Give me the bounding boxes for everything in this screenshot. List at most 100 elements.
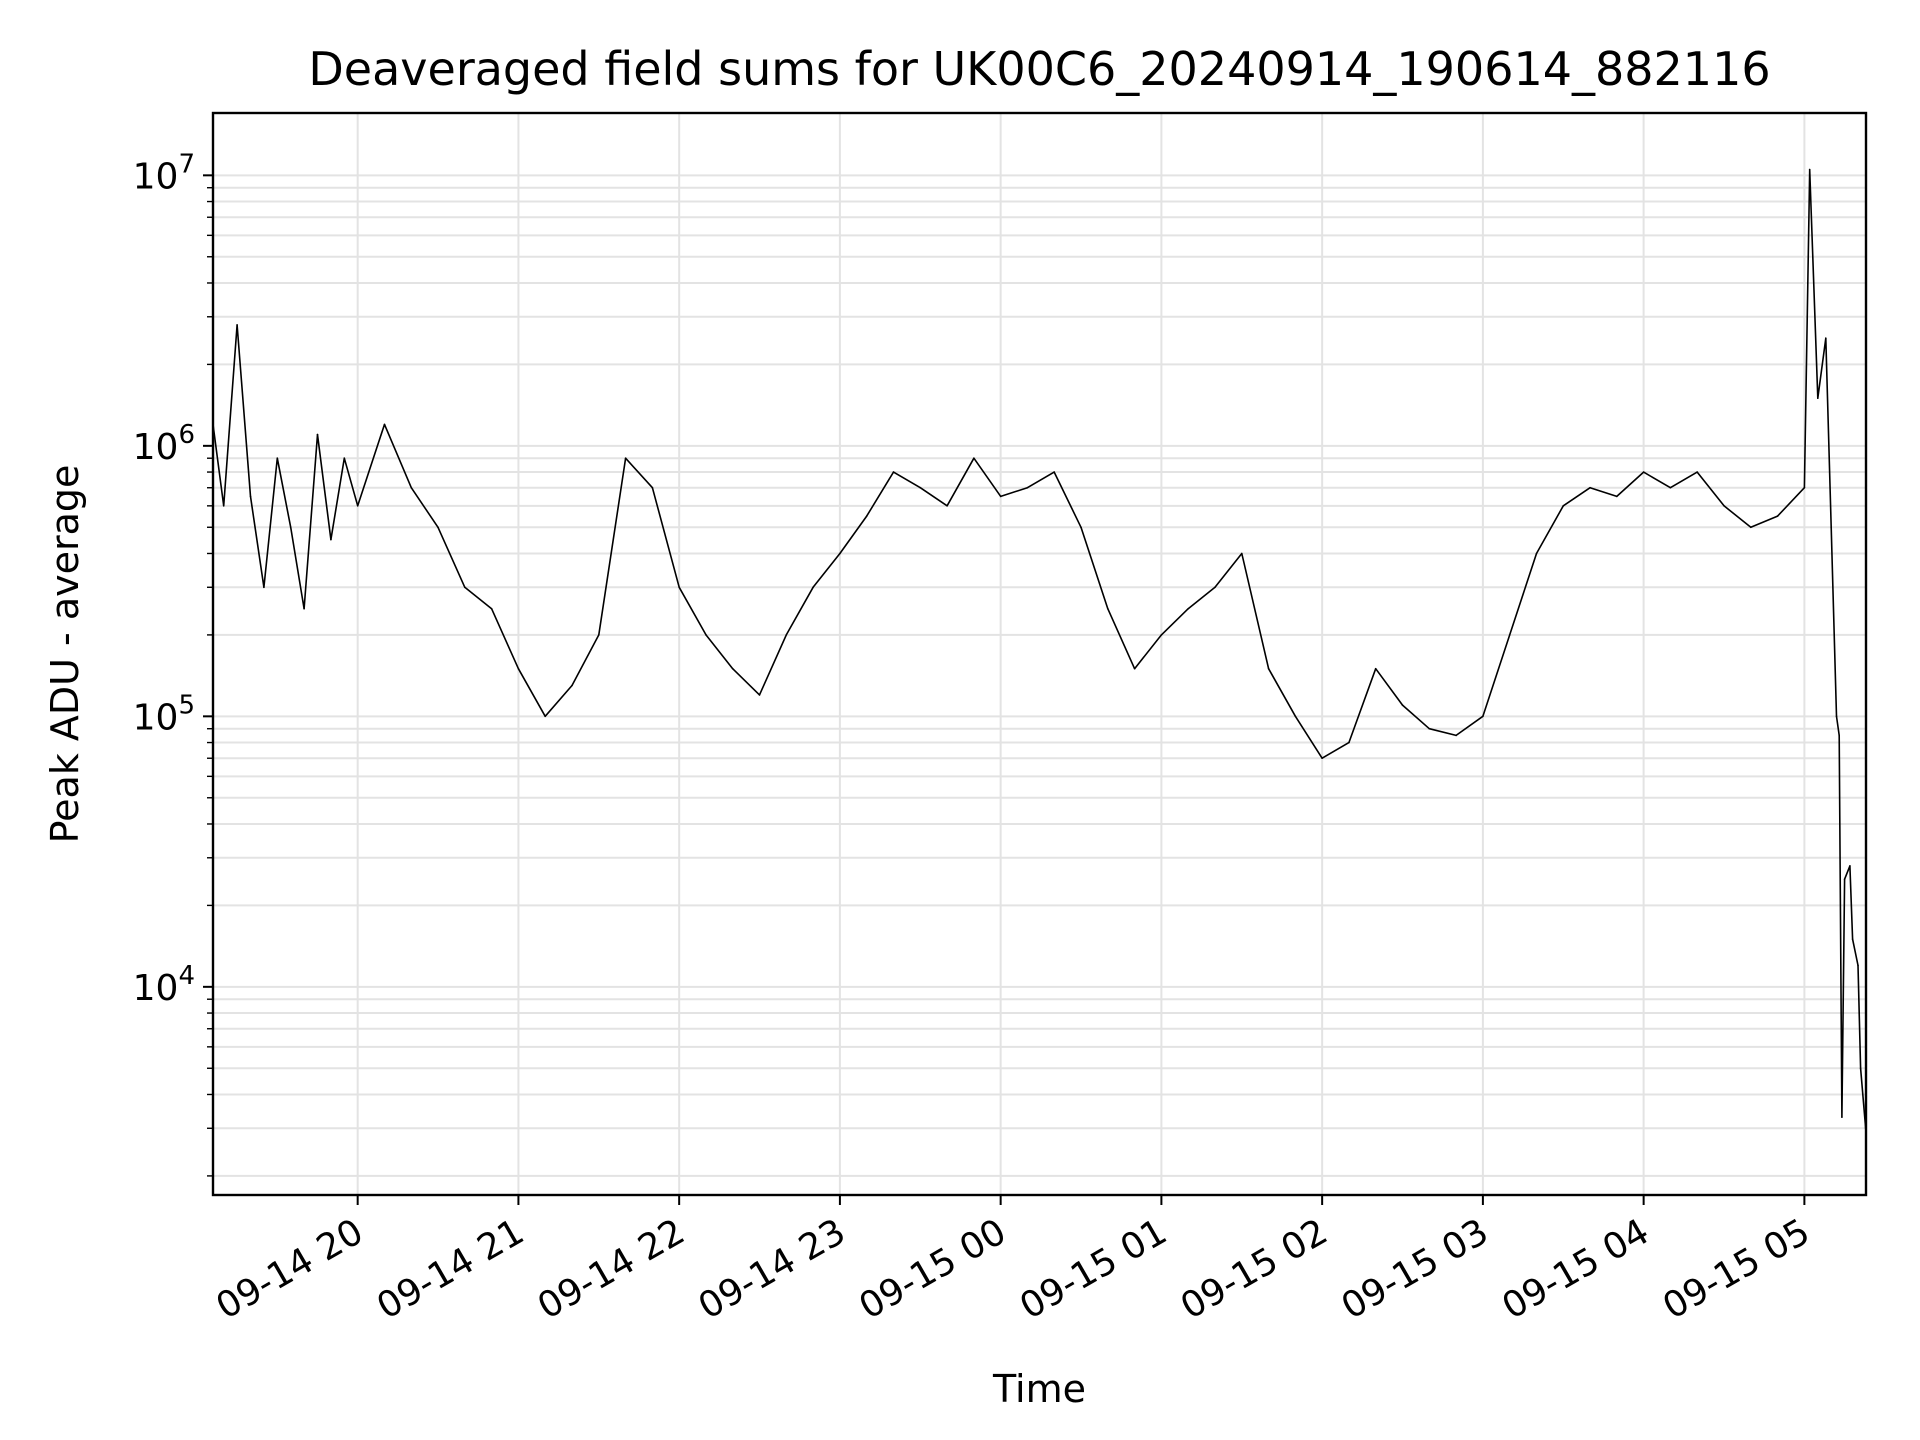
x-axis: 09-14 20 09-14 21 09-14 22 09-14 23 09-15 00… xyxy=(209,1195,1817,1328)
y-tick-label: 107 xyxy=(133,149,195,197)
data-point xyxy=(1508,634,1511,636)
x-axis-label: Time xyxy=(992,1367,1086,1411)
y-tick-label: 106 xyxy=(133,420,195,468)
data-point xyxy=(316,433,319,436)
x-tick-label: 09-14 22 xyxy=(531,1211,692,1327)
data-point xyxy=(1535,552,1538,555)
data-point xyxy=(1321,757,1323,759)
data-point xyxy=(1133,667,1136,670)
data-point xyxy=(276,457,279,460)
data-point xyxy=(651,486,654,489)
data-point xyxy=(865,515,868,517)
data-point xyxy=(999,495,1002,498)
data-point xyxy=(598,634,600,636)
data-point xyxy=(1808,168,1811,171)
data-point xyxy=(1428,727,1431,730)
data-point xyxy=(1849,865,1851,867)
data-point xyxy=(1825,337,1827,340)
data-point xyxy=(1817,397,1819,400)
data-point xyxy=(812,586,814,589)
data-point xyxy=(1401,704,1404,706)
data-point xyxy=(343,457,346,460)
data-point xyxy=(1843,878,1846,880)
data-point xyxy=(383,423,386,426)
x-tick-label: 09-15 03 xyxy=(1335,1211,1496,1327)
data-point xyxy=(1107,607,1109,610)
data-point xyxy=(410,486,413,489)
plot-area-frame xyxy=(211,111,1868,1197)
data-point xyxy=(919,486,922,489)
data-point xyxy=(705,634,707,636)
data-point xyxy=(1160,634,1163,636)
data-point xyxy=(1562,505,1565,507)
data-point xyxy=(731,667,734,670)
data-point xyxy=(624,457,627,460)
data-point xyxy=(1841,1116,1843,1118)
data-point xyxy=(946,505,948,507)
x-tick-label: 09-14 23 xyxy=(692,1211,853,1327)
data-point xyxy=(1482,715,1484,718)
y-axis-label: Peak ADU - average xyxy=(43,465,87,844)
data-point xyxy=(1851,938,1854,940)
data-point xyxy=(1187,607,1189,610)
data-point xyxy=(785,634,788,636)
data-point xyxy=(1267,667,1270,670)
data-point xyxy=(437,526,439,529)
data-point xyxy=(1859,1067,1862,1070)
data-point xyxy=(1214,586,1216,589)
data-point xyxy=(1348,741,1350,744)
data-point xyxy=(303,607,305,610)
y-tick-label-exponent: 7 xyxy=(178,149,195,179)
grid xyxy=(213,113,1866,1195)
x-tick-label: 09-15 05 xyxy=(1656,1211,1817,1327)
x-tick-label: 09-14 20 xyxy=(209,1211,370,1327)
x-tick-label: 09-15 00 xyxy=(852,1211,1013,1327)
y-tick-label: 105 xyxy=(133,690,195,738)
data-point xyxy=(464,586,466,589)
y-tick-label-exponent: 6 xyxy=(178,420,195,450)
data-point xyxy=(330,538,332,541)
x-tick-label: 09-15 02 xyxy=(1174,1211,1335,1327)
data-point xyxy=(1455,734,1457,737)
data-point xyxy=(356,505,359,507)
y-tick-label-exponent: 4 xyxy=(178,961,195,991)
y-tick-label-base: 10 xyxy=(133,427,179,468)
chart-title: Deaveraged field sums for UK00C6_2024091… xyxy=(308,42,1770,96)
y-tick-label: 104 xyxy=(133,961,195,1009)
data-point xyxy=(1723,505,1725,507)
data-point xyxy=(1669,486,1672,489)
data-point xyxy=(544,715,546,718)
series-line xyxy=(212,168,1867,1133)
y-tick-label-base: 10 xyxy=(133,968,179,1009)
data-point xyxy=(1616,495,1618,498)
data-point xyxy=(289,526,292,529)
data-point xyxy=(1026,486,1029,489)
y-tick-label-base: 10 xyxy=(133,156,179,197)
data-point xyxy=(1803,486,1806,489)
series-layer xyxy=(212,168,1867,1134)
x-tick-label: 09-15 04 xyxy=(1495,1211,1656,1327)
data-point xyxy=(1241,552,1243,555)
data-point xyxy=(236,324,238,326)
x-tick-label: 09-15 01 xyxy=(1013,1211,1174,1327)
data-point xyxy=(1776,515,1779,517)
data-point xyxy=(1589,486,1591,489)
data-point xyxy=(839,552,841,555)
y-tick-label-exponent: 5 xyxy=(178,690,195,720)
data-point xyxy=(1080,526,1082,529)
data-point xyxy=(1750,526,1752,529)
data-point xyxy=(1835,715,1838,718)
data-point xyxy=(490,607,493,610)
y-tick-label-base: 10 xyxy=(133,697,179,738)
data-point xyxy=(263,586,265,589)
data-point xyxy=(1053,471,1055,473)
data-point xyxy=(1294,715,1297,718)
data-point xyxy=(1830,526,1832,529)
data-point xyxy=(571,684,573,687)
data-point xyxy=(1838,734,1840,737)
data-point xyxy=(1857,964,1859,967)
data-point xyxy=(1642,471,1645,473)
data-point xyxy=(1696,471,1698,473)
